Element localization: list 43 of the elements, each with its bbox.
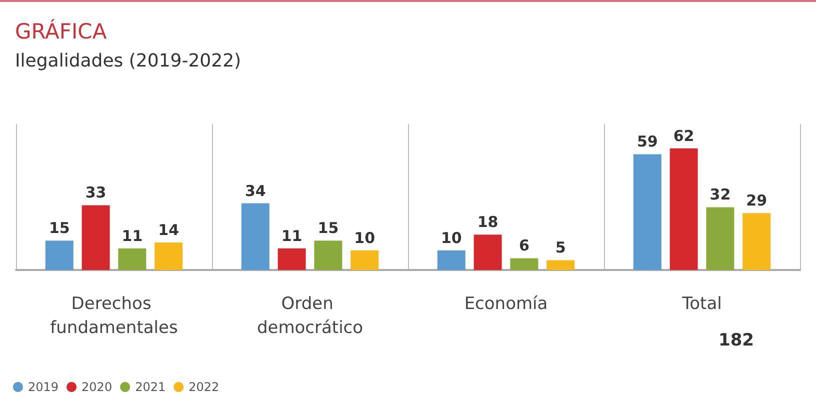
data-label: 29 (746, 192, 768, 210)
legend-label: 2022 (188, 380, 220, 394)
bar (350, 250, 379, 270)
data-label: 10 (354, 228, 376, 247)
data-label: 11 (281, 226, 302, 245)
data-label: 14 (158, 221, 180, 240)
data-label: 15 (48, 219, 70, 238)
data-label: 15 (318, 219, 339, 238)
bar (670, 148, 698, 270)
text: 182 (718, 330, 754, 350)
bar (241, 203, 270, 270)
bar (633, 154, 662, 270)
bar (742, 213, 771, 270)
bar (82, 205, 110, 270)
data-label: 32 (710, 186, 731, 204)
chart-title: GRÁFICA (15, 18, 108, 44)
bar (45, 240, 74, 270)
bar (474, 234, 502, 270)
data-label: 62 (673, 126, 694, 145)
data-label: 18 (477, 213, 498, 232)
bar (314, 240, 342, 270)
data-label: 33 (85, 184, 106, 202)
data-label: 5 (555, 238, 566, 257)
data-label: 6 (518, 236, 530, 255)
bar (118, 248, 146, 270)
x-tick-label: Orden democrático (256, 294, 364, 338)
data-label: 11 (122, 226, 143, 245)
data-label: 59 (636, 132, 658, 151)
legend-label: 2019 (28, 380, 59, 394)
bar (706, 207, 734, 270)
x-tick-label: Derechos fundamentales (50, 294, 178, 338)
legend-label: 2021 (135, 380, 166, 394)
x-tick-label: Economía (464, 294, 548, 314)
chart-subtitle: Ilegalidades (2019-2022) (15, 50, 242, 72)
bar (546, 260, 575, 270)
bar (437, 250, 466, 270)
bar (278, 248, 306, 270)
bar (510, 258, 538, 270)
data-label: 34 (244, 182, 266, 200)
data-label: 10 (440, 228, 462, 247)
bar (154, 242, 183, 270)
x-tick-label: Total (681, 294, 722, 314)
legend-label: 2020 (82, 380, 112, 394)
